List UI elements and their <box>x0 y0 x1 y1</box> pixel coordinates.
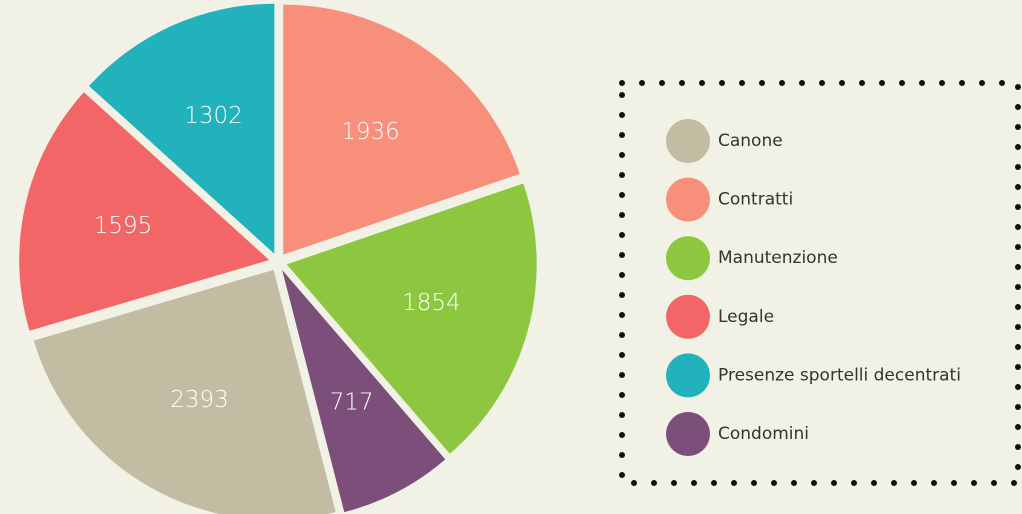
legend-label: Contratti <box>718 190 793 210</box>
legend-label: Condomini <box>718 424 809 444</box>
pie-slice <box>89 3 275 254</box>
slice-label: 1854 <box>402 290 461 316</box>
legend-swatch <box>666 177 710 222</box>
pie-slice <box>33 269 336 514</box>
legend-label: Manutenzione <box>718 248 838 268</box>
pie-slice <box>282 269 446 513</box>
legend-swatch <box>666 236 710 281</box>
slice-label: 1595 <box>94 213 153 239</box>
slice-label: 2393 <box>170 387 229 413</box>
legend-swatch <box>666 119 710 163</box>
legend-swatch <box>666 412 710 456</box>
legend-swatch <box>666 353 710 398</box>
legend-label: Presenze sportelli decentrati <box>718 365 961 385</box>
pie-slice <box>283 4 520 255</box>
pie-slice <box>19 92 270 331</box>
legend-label: Legale <box>718 307 774 327</box>
legend-border <box>619 80 1021 486</box>
slice-label: 1302 <box>184 103 243 129</box>
legend-label: Canone <box>718 131 783 151</box>
legend-swatch <box>666 294 710 339</box>
slice-label: 1936 <box>341 119 400 145</box>
pie-slice <box>286 183 537 454</box>
slice-label: 717 <box>330 389 374 415</box>
